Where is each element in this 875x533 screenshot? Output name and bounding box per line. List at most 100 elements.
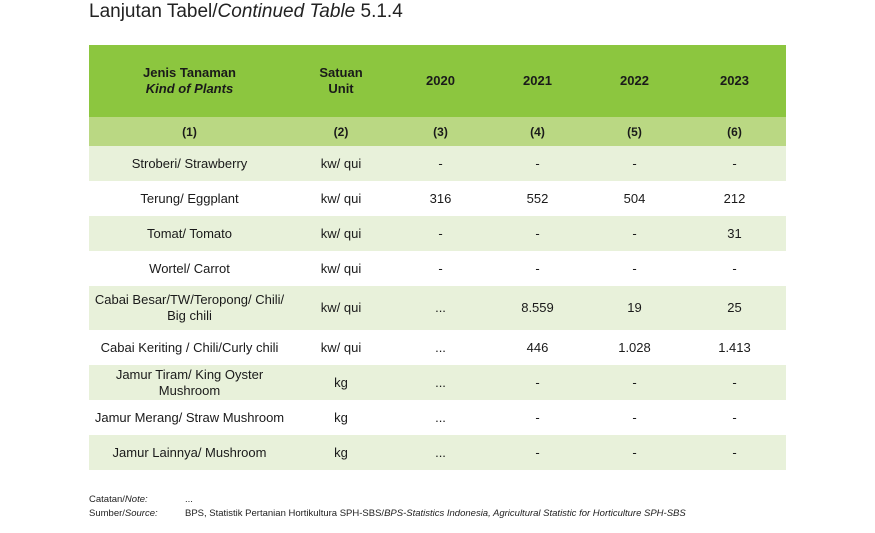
note-value: ... bbox=[185, 494, 193, 505]
value-cell: - bbox=[392, 216, 489, 251]
value-cell: - bbox=[489, 365, 586, 400]
table-row: Wortel/ Carrot kw/ qui - - - - bbox=[89, 251, 786, 286]
column-number-row: (1) (2) (3) (4) (5) (6) bbox=[89, 117, 786, 146]
plant-name: Terung/ Eggplant bbox=[89, 181, 290, 216]
note-line: Catatan/Note:... bbox=[89, 493, 686, 507]
plant-name: Jamur Merang/ Straw Mushroom bbox=[89, 400, 290, 435]
note-label-text: Catatan/ bbox=[89, 494, 125, 505]
unit-cell: kw/ qui bbox=[290, 330, 392, 365]
source-value-italic: BPS-Statistics Indonesia, Agricultural S… bbox=[384, 508, 686, 519]
value-cell: - bbox=[489, 146, 586, 181]
unit-cell: kw/ qui bbox=[290, 146, 392, 181]
unit-cell: kw/ qui bbox=[290, 286, 392, 330]
col-number: (1) bbox=[89, 117, 290, 146]
table-row: Jamur Lainnya/ Mushroom kg ... - - - bbox=[89, 435, 786, 470]
header-row: Jenis Tanaman Kind of Plants Satuan Unit… bbox=[89, 45, 786, 117]
value-cell: 316 bbox=[392, 181, 489, 216]
value-cell: 1.028 bbox=[586, 330, 683, 365]
source-value: BPS, Statistik Pertanian Hortikultura SP… bbox=[185, 508, 385, 519]
col-number: (6) bbox=[683, 117, 786, 146]
unit-cell: kg bbox=[290, 435, 392, 470]
value-cell: - bbox=[683, 435, 786, 470]
note-label-italic: Note: bbox=[124, 494, 148, 505]
source-label-text: Sumber/ bbox=[89, 508, 125, 519]
header-unit: Satuan Unit bbox=[290, 45, 392, 117]
title-number: 5.1.4 bbox=[355, 1, 403, 22]
value-cell: - bbox=[489, 216, 586, 251]
value-cell: 504 bbox=[586, 181, 683, 216]
value-cell: - bbox=[683, 251, 786, 286]
unit-cell: kw/ qui bbox=[290, 251, 392, 286]
header-year-2022: 2022 bbox=[586, 45, 683, 117]
note-label: Catatan/Note: bbox=[89, 493, 185, 507]
plant-name: Tomat/ Tomato bbox=[89, 216, 290, 251]
unit-cell: kg bbox=[290, 365, 392, 400]
value-cell: - bbox=[489, 251, 586, 286]
plant-name: Stroberi/ Strawberry bbox=[89, 146, 290, 181]
value-cell: - bbox=[586, 435, 683, 470]
value-cell: - bbox=[489, 400, 586, 435]
table-row: Stroberi/ Strawberry kw/ qui - - - - bbox=[89, 146, 786, 181]
plant-name: Cabai Keriting / Chili/Curly chili bbox=[89, 330, 290, 365]
header-col2-line1: Satuan bbox=[319, 65, 363, 80]
value-cell: - bbox=[586, 251, 683, 286]
unit-cell: kw/ qui bbox=[290, 216, 392, 251]
header-year-2021: 2021 bbox=[489, 45, 586, 117]
value-cell: 1.413 bbox=[683, 330, 786, 365]
header-year-2020: 2020 bbox=[392, 45, 489, 117]
header-col2-line2: Unit bbox=[328, 81, 354, 96]
data-table: Jenis Tanaman Kind of Plants Satuan Unit… bbox=[89, 45, 786, 470]
plant-name: Wortel/ Carrot bbox=[89, 251, 290, 286]
value-cell: - bbox=[683, 365, 786, 400]
header-col1-line1: Jenis Tanaman bbox=[143, 65, 236, 80]
col-number: (4) bbox=[489, 117, 586, 146]
table-row: Cabai Besar/TW/Teropong/ Chili/ Big chil… bbox=[89, 286, 786, 330]
table-row: Jamur Tiram/ King Oyster Mushroom kg ...… bbox=[89, 365, 786, 400]
table-row: Terung/ Eggplant kw/ qui 316 552 504 212 bbox=[89, 181, 786, 216]
value-cell: 8.559 bbox=[489, 286, 586, 330]
col-number: (5) bbox=[586, 117, 683, 146]
header-year-2023: 2023 bbox=[683, 45, 786, 117]
value-cell: 19 bbox=[586, 286, 683, 330]
value-cell: - bbox=[392, 251, 489, 286]
value-cell: - bbox=[392, 146, 489, 181]
value-cell: - bbox=[489, 435, 586, 470]
unit-cell: kg bbox=[290, 400, 392, 435]
value-cell: - bbox=[586, 400, 683, 435]
header-kind-of-plants: Jenis Tanaman Kind of Plants bbox=[89, 45, 290, 117]
plant-name-line1: Cabai Besar/TW/Teropong/ Chili/ bbox=[94, 292, 285, 307]
plant-name-line2: Big chili bbox=[167, 308, 212, 323]
plant-name: Cabai Besar/TW/Teropong/ Chili/ Big chil… bbox=[89, 286, 290, 330]
source-label: Sumber/Source: bbox=[89, 507, 185, 521]
unit-cell: kw/ qui bbox=[290, 181, 392, 216]
title-italic: Continued Table bbox=[217, 1, 356, 22]
page-title: Lanjutan Tabel/Continued Table 5.1.4 bbox=[89, 1, 403, 23]
value-cell: - bbox=[683, 146, 786, 181]
value-cell: 212 bbox=[683, 181, 786, 216]
value-cell: - bbox=[586, 146, 683, 181]
value-cell: ... bbox=[392, 330, 489, 365]
table-row: Jamur Merang/ Straw Mushroom kg ... - - … bbox=[89, 400, 786, 435]
value-cell: ... bbox=[392, 400, 489, 435]
value-cell: - bbox=[586, 216, 683, 251]
value-cell: - bbox=[586, 365, 683, 400]
value-cell: - bbox=[683, 400, 786, 435]
plant-name: Jamur Tiram/ King Oyster Mushroom bbox=[89, 365, 290, 400]
value-cell: 25 bbox=[683, 286, 786, 330]
value-cell: ... bbox=[392, 365, 489, 400]
col-number: (2) bbox=[290, 117, 392, 146]
plant-name: Jamur Lainnya/ Mushroom bbox=[89, 435, 290, 470]
col-number: (3) bbox=[392, 117, 489, 146]
table-footer: Catatan/Note:... Sumber/Source: BPS, Stat… bbox=[89, 493, 686, 521]
source-label-italic: Source: bbox=[124, 508, 158, 519]
value-cell: ... bbox=[392, 286, 489, 330]
value-cell: 446 bbox=[489, 330, 586, 365]
title-prefix: Lanjutan Tabel/ bbox=[89, 1, 218, 22]
table-row: Cabai Keriting / Chili/Curly chili kw/ q… bbox=[89, 330, 786, 365]
source-line: Sumber/Source: BPS, Statistik Pertanian H… bbox=[89, 507, 686, 521]
table-row: Tomat/ Tomato kw/ qui - - - 31 bbox=[89, 216, 786, 251]
value-cell: ... bbox=[392, 435, 489, 470]
value-cell: 31 bbox=[683, 216, 786, 251]
header-col1-line2: Kind of Plants bbox=[145, 81, 234, 96]
value-cell: 552 bbox=[489, 181, 586, 216]
